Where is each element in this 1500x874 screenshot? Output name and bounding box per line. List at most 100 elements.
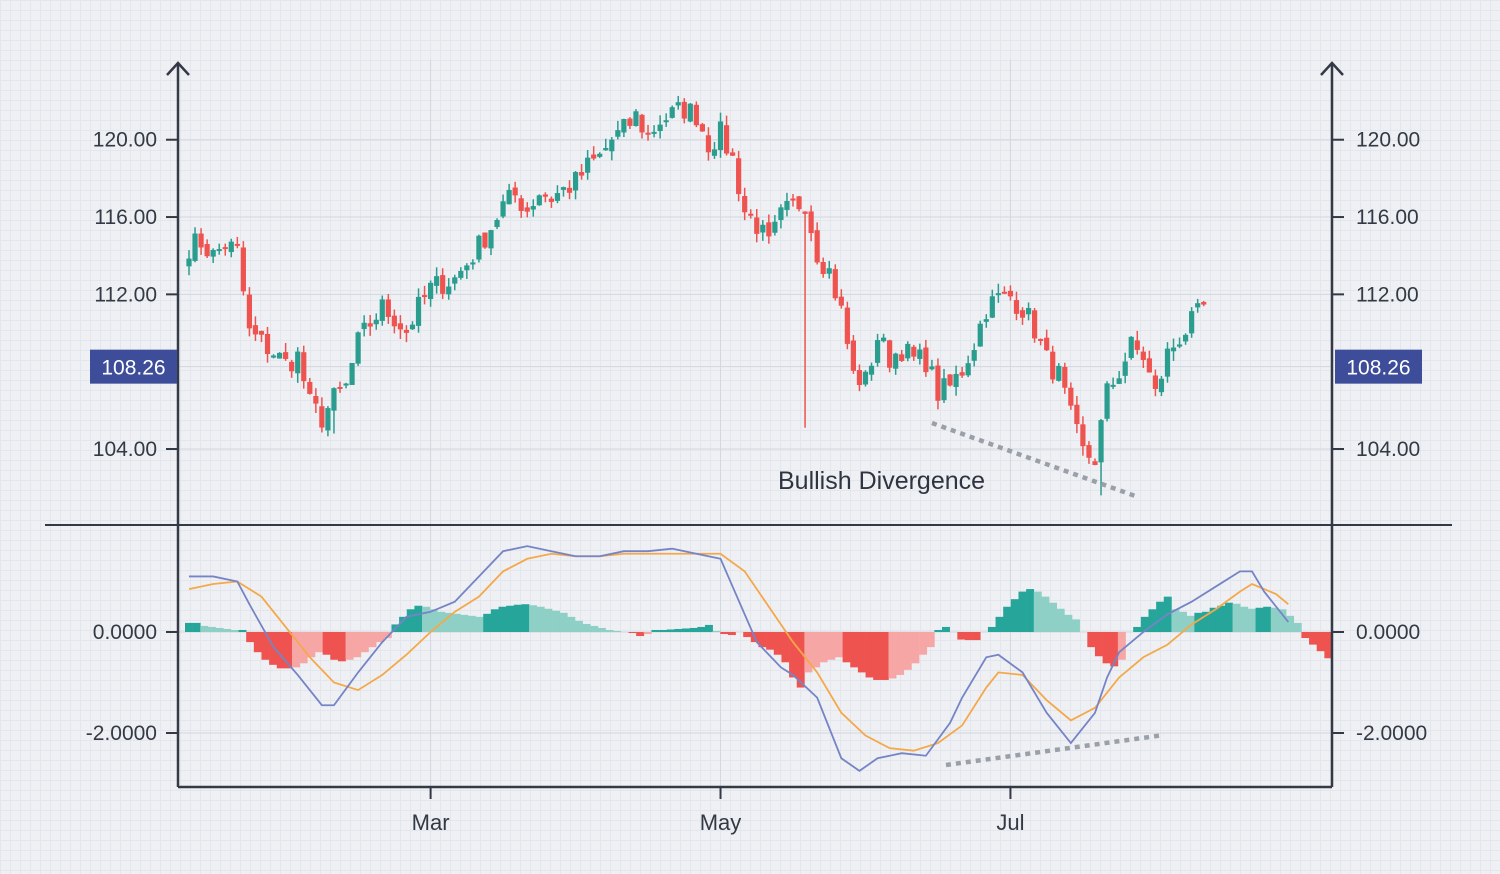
- candle-body: [748, 213, 754, 216]
- histogram-bar: [422, 606, 430, 632]
- candle-body: [754, 217, 760, 234]
- histogram-bar: [590, 625, 599, 632]
- histogram-bar: [934, 629, 943, 632]
- candle-body: [192, 233, 198, 261]
- histogram-bar: [636, 632, 645, 637]
- macd-tick-label-left: -2.0000: [86, 722, 157, 745]
- histogram-bar: [727, 632, 736, 636]
- candle-body: [1183, 334, 1189, 342]
- price-tick-label-left: 104.00: [93, 438, 157, 461]
- candle-body: [899, 354, 905, 361]
- candle-body: [911, 346, 917, 357]
- candle-body: [367, 323, 373, 327]
- candle-body: [488, 230, 494, 249]
- candle-body: [881, 337, 887, 342]
- histogram-bar: [1003, 606, 1012, 632]
- histogram-bar: [1217, 605, 1226, 632]
- candle-body: [730, 152, 736, 156]
- histogram-bar: [368, 632, 377, 648]
- histogram-bar: [207, 626, 216, 632]
- histogram-bar: [1286, 615, 1295, 632]
- candle-body: [784, 200, 790, 210]
- histogram-bar: [429, 609, 438, 632]
- histogram-bar: [1263, 606, 1272, 632]
- histogram-bar: [1301, 632, 1310, 639]
- histogram-bar: [674, 628, 683, 632]
- candlestick-series: [186, 95, 1207, 496]
- candle-body: [1110, 384, 1116, 387]
- histogram-bar: [253, 632, 262, 653]
- candle-body: [1164, 348, 1171, 377]
- histogram-bar: [307, 632, 316, 658]
- histogram-bar: [299, 632, 308, 664]
- histogram-bar: [261, 632, 270, 660]
- histogram-bar: [834, 632, 843, 658]
- histogram-bar: [582, 623, 591, 632]
- candle-body: [585, 157, 591, 173]
- candle-body: [820, 262, 826, 275]
- candle-body: [1134, 340, 1140, 350]
- histogram-bar: [238, 629, 247, 632]
- candle-body: [1086, 445, 1092, 458]
- candle-body: [633, 111, 639, 127]
- histogram-bar: [1293, 622, 1302, 632]
- histogram-bar: [819, 632, 828, 663]
- candle-body: [560, 187, 567, 190]
- price-tick-label-right: 120.00: [1356, 129, 1420, 152]
- histogram-bar: [919, 632, 928, 655]
- candle-body: [524, 207, 530, 212]
- histogram-bar: [1010, 599, 1019, 632]
- candle-body: [965, 363, 971, 376]
- current-price-badge-right: [1335, 349, 1422, 384]
- candle-body: [856, 370, 863, 386]
- signal-line: [188, 552, 1289, 752]
- histogram-bar: [743, 632, 752, 638]
- candle-body: [228, 241, 234, 253]
- time-tick-label: Jul: [996, 810, 1024, 835]
- histogram-bar: [1255, 607, 1264, 632]
- candle-body: [325, 408, 331, 431]
- bullish-divergence-label: Bullish Divergence: [778, 467, 985, 495]
- candle-body: [1098, 420, 1104, 463]
- histogram-bar: [1041, 596, 1050, 632]
- histogram-bar: [552, 610, 560, 632]
- histogram-bar: [185, 622, 193, 632]
- candle-body: [301, 352, 307, 382]
- candle-body: [687, 103, 693, 122]
- histogram-bar: [1056, 608, 1065, 632]
- candle-body: [615, 130, 621, 137]
- histogram-bar: [689, 627, 698, 632]
- candle-body: [1044, 337, 1050, 351]
- candle-body: [977, 323, 983, 347]
- candle-body: [476, 235, 482, 260]
- histogram-bar: [605, 629, 614, 632]
- candle-body: [548, 198, 554, 202]
- histogram-bar: [314, 632, 323, 653]
- candle-body: [1116, 378, 1122, 384]
- candle-body: [403, 329, 410, 333]
- candle-body: [1068, 387, 1074, 406]
- histogram-bar: [1224, 602, 1233, 632]
- histogram-bar: [1148, 609, 1157, 632]
- candle-body: [772, 221, 778, 233]
- candle-body: [210, 249, 216, 257]
- candle-body: [887, 340, 893, 368]
- histogram-bar: [1202, 611, 1210, 632]
- histogram-bar: [467, 615, 476, 632]
- candle-body: [186, 258, 192, 267]
- time-tick-label: May: [700, 810, 742, 835]
- candle-body: [808, 211, 814, 234]
- candle-body: [796, 196, 802, 210]
- histogram-bar: [521, 604, 530, 632]
- histogram-bar: [353, 632, 362, 658]
- histogram-bar: [789, 632, 798, 678]
- candle-body: [893, 353, 899, 369]
- candle-body: [1152, 375, 1158, 389]
- candle-body: [1140, 351, 1146, 360]
- candle-body: [971, 349, 977, 361]
- histogram-bar: [444, 612, 453, 632]
- left-axis-arrow: [166, 61, 190, 76]
- candle-body: [874, 340, 881, 363]
- candle-body: [850, 340, 856, 371]
